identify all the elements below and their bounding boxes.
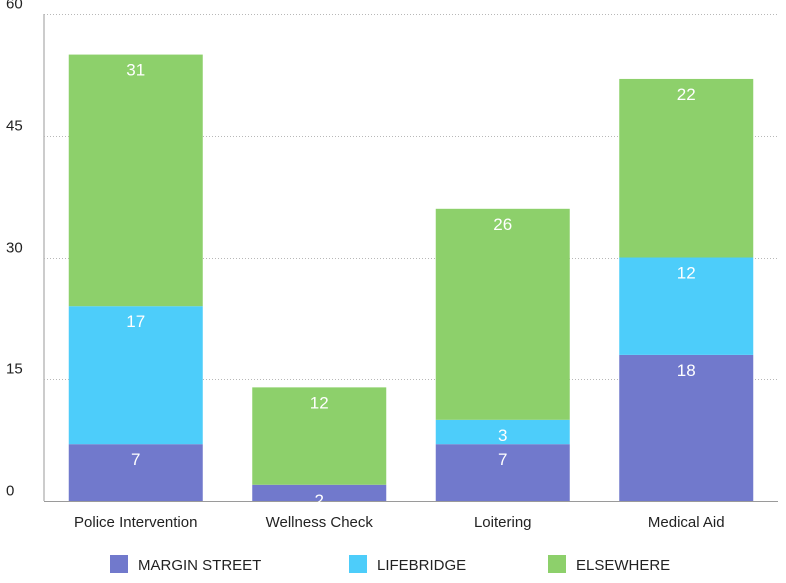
legend-swatch [349,555,367,573]
legend-label: MARGIN STREET [138,557,261,574]
y-axis-ticks: 0 15 30 45 60 [6,0,23,500]
data-label: 7 [498,450,507,469]
x-tick-label: Loitering [474,514,532,531]
bar-segment [68,306,203,445]
data-label: 26 [493,215,512,234]
bar-segment [252,387,387,485]
data-label: 12 [677,264,696,283]
bars: 7 17 31 2 12 7 3 26 18 12 22 [68,54,754,510]
x-axis-ticks: Police Intervention Wellness Check Loiteri… [74,514,725,531]
legend-swatch [110,555,128,573]
data-label: 22 [677,85,696,104]
bar-segment [619,257,754,355]
bar-segment [252,484,387,501]
legend-label: ELSEWHERE [576,557,670,574]
data-label: 31 [126,61,145,80]
bar-segment [68,444,203,501]
legend: MARGIN STREET LIFEBRIDGE ELSEWHERE [110,555,670,574]
x-tick-label: Police Intervention [74,514,197,531]
y-tick-label: 30 [6,240,23,257]
legend-label: LIFEBRIDGE [377,557,466,574]
bar-segment [435,419,570,445]
y-tick-label: 15 [6,361,23,378]
data-label: 12 [310,393,329,412]
data-label: 3 [498,426,507,445]
bar-segment [68,54,203,307]
x-tick-label: Medical Aid [648,514,725,531]
x-tick-label: Wellness Check [266,514,374,531]
y-tick-label: 0 [6,483,14,500]
bar-segment [435,444,570,501]
data-label: 17 [126,312,145,331]
legend-swatch [548,555,566,573]
y-tick-label: 60 [6,0,23,13]
data-label: 18 [677,361,696,380]
bar-segment [435,208,570,420]
data-label: 2 [315,491,324,510]
grid [43,14,778,502]
bar-segment [619,354,754,501]
bar-segment [619,78,754,258]
y-tick-label: 45 [6,118,23,135]
data-label: 7 [131,450,140,469]
